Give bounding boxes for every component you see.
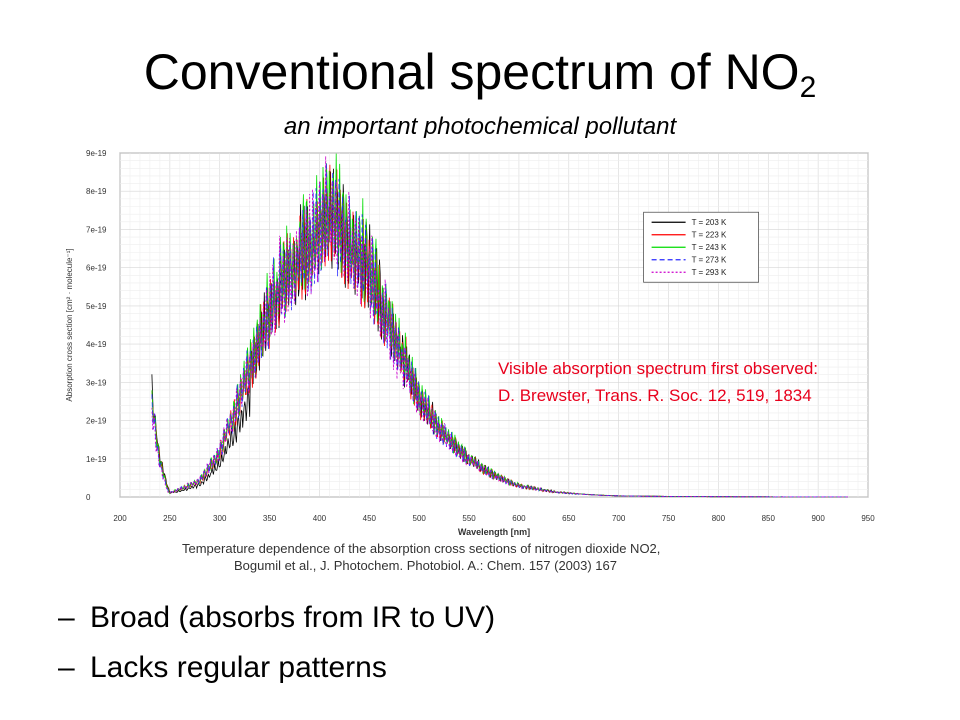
caption-line: Temperature dependence of the absorption… (182, 541, 661, 556)
y-axis-label: Absorption cross section [cm² · molecule… (65, 248, 74, 401)
legend-box (643, 211, 759, 283)
slide-title: Conventional spectrum of NO2 (0, 42, 960, 118)
x-tick-label: 900 (811, 514, 825, 523)
bullet-text: Broad (absorbs from IR to UV) (90, 601, 496, 634)
x-tick-label: 950 (861, 514, 875, 523)
spectrum-chart: 200 250 300 350 400 450 500 550 600 650 700 750 800 8… (65, 149, 875, 537)
series-line (151, 153, 848, 498)
legend-label: T = 223 K (692, 231, 727, 240)
series-line (151, 156, 848, 498)
bullet-dash: – (58, 601, 75, 634)
bullet-item: – Lacks regular patterns (58, 650, 387, 686)
bullet-text: Lacks regular patterns (90, 651, 387, 684)
x-tick-label: 850 (762, 514, 776, 523)
legend-label: T = 203 K (692, 218, 727, 227)
x-tick-label: 750 (662, 514, 676, 523)
x-tick-label: 300 (213, 514, 227, 523)
x-tick-label: 600 (512, 514, 526, 523)
annotation-note: Visible absorption spectrum first observ… (498, 355, 818, 409)
figure-caption: Temperature dependence of the absorption… (182, 540, 742, 574)
y-tick-label: 3e-19 (86, 378, 107, 387)
x-tick-label: 350 (263, 514, 277, 523)
x-tick-label: 400 (313, 514, 327, 523)
x-tick-label: 650 (562, 514, 576, 523)
x-tick-label: 550 (462, 514, 476, 523)
x-tick-label: 800 (712, 514, 726, 523)
y-tick-label: 6e-19 (86, 264, 107, 273)
bullet-dash: – (58, 651, 75, 684)
slide-subtitle: an important photochemical pollutant (283, 113, 677, 138)
caption-line: Bogumil et al., J. Photochem. Photobiol.… (234, 558, 617, 573)
plot-area (119, 152, 869, 498)
legend-label: T = 243 K (692, 243, 727, 252)
slide-title-subscript: 2 (799, 71, 817, 104)
x-axis-label: Wavelength [nm] (458, 527, 530, 537)
slide-title-text: Conventional spectrum of NO (143, 44, 800, 100)
legend-label: T = 273 K (692, 256, 727, 265)
y-tick-label: 9e-19 (86, 149, 107, 158)
annotation-line: D. Brewster, Trans. R. Soc. 12, 519, 183… (498, 386, 812, 405)
y-tick-label: 7e-19 (86, 225, 107, 234)
y-tick-label: 0 (86, 493, 91, 502)
x-tick-label: 500 (413, 514, 427, 523)
x-tick-label: 700 (612, 514, 626, 523)
legend-label: T = 293 K (692, 268, 727, 277)
y-tick-label: 8e-19 (86, 187, 107, 196)
x-tick-label: 200 (113, 514, 127, 523)
x-tick-label: 450 (363, 514, 377, 523)
y-tick-label: 5e-19 (86, 302, 107, 311)
y-tick-label: 4e-19 (86, 340, 107, 349)
x-tick-label: 250 (163, 514, 177, 523)
bullet-item: – Broad (absorbs from IR to UV) (58, 600, 495, 636)
y-tick-label: 1e-19 (86, 455, 107, 464)
y-tick-label: 2e-19 (86, 417, 107, 426)
annotation-line: Visible absorption spectrum first observ… (498, 359, 819, 378)
